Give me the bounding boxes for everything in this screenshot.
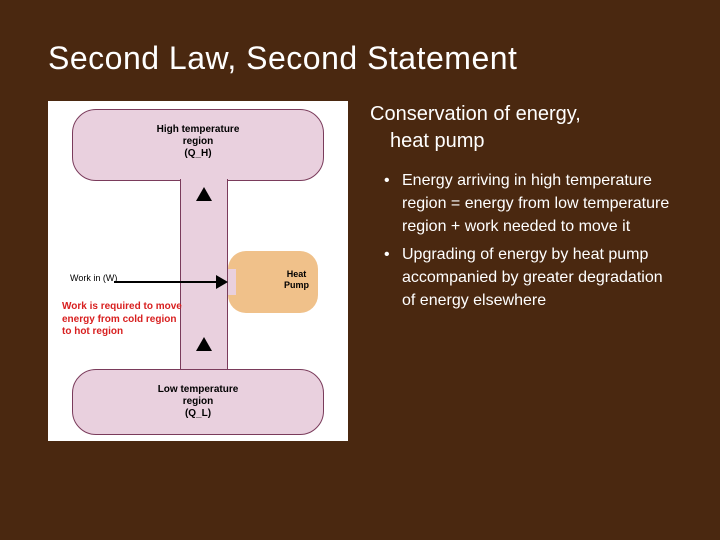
slide: Second Law, Second Statement High temper… — [0, 0, 720, 540]
low-temp-label-l1: Low temperature — [158, 384, 239, 395]
work-arrow-line — [114, 281, 218, 283]
low-temp-label-l3: (Q_L) — [185, 408, 211, 419]
bullet-list: Energy arriving in high temperature regi… — [370, 169, 672, 312]
channel-mask-top — [181, 177, 227, 183]
pump-label: Heat Pump — [284, 269, 309, 291]
slide-title: Second Law, Second Statement — [48, 40, 672, 77]
subtitle-line2: heat pump — [370, 128, 672, 155]
high-temp-label: High temperature region (Q_H) — [73, 124, 323, 160]
low-temp-label: Low temperature region (Q_L) — [73, 384, 323, 420]
low-temp-label-l2: region — [183, 396, 214, 407]
high-temp-region: High temperature region (Q_H) — [72, 109, 324, 181]
list-item: Upgrading of energy by heat pump accompa… — [384, 243, 672, 313]
heat-pump-diagram: High temperature region (Q_H) Heat Pump … — [48, 101, 348, 441]
list-item: Energy arriving in high temperature regi… — [384, 169, 672, 239]
pump-label-l2: Pump — [284, 280, 309, 290]
arrow-up-icon — [196, 187, 212, 201]
arrow-up-icon — [196, 337, 212, 351]
content-row: High temperature region (Q_H) Heat Pump … — [48, 101, 672, 441]
work-in-label: Work in (W) — [70, 273, 117, 283]
text-column: Conservation of energy, heat pump Energy… — [370, 101, 672, 441]
diagram-column: High temperature region (Q_H) Heat Pump … — [48, 101, 358, 441]
high-temp-label-l2: region — [183, 136, 214, 147]
low-temp-region: Low temperature region (Q_L) — [72, 369, 324, 435]
subtitle-line1: Conservation of energy, — [370, 103, 581, 125]
red-annotation: Work is required to move energy from col… — [62, 301, 182, 339]
pump-label-l1: Heat — [287, 269, 307, 279]
pump-connector — [228, 269, 236, 295]
arrow-right-icon — [216, 275, 228, 289]
subtitle: Conservation of energy, heat pump — [370, 101, 672, 155]
high-temp-label-l1: High temperature — [157, 124, 240, 135]
high-temp-label-l3: (Q_H) — [184, 148, 211, 159]
